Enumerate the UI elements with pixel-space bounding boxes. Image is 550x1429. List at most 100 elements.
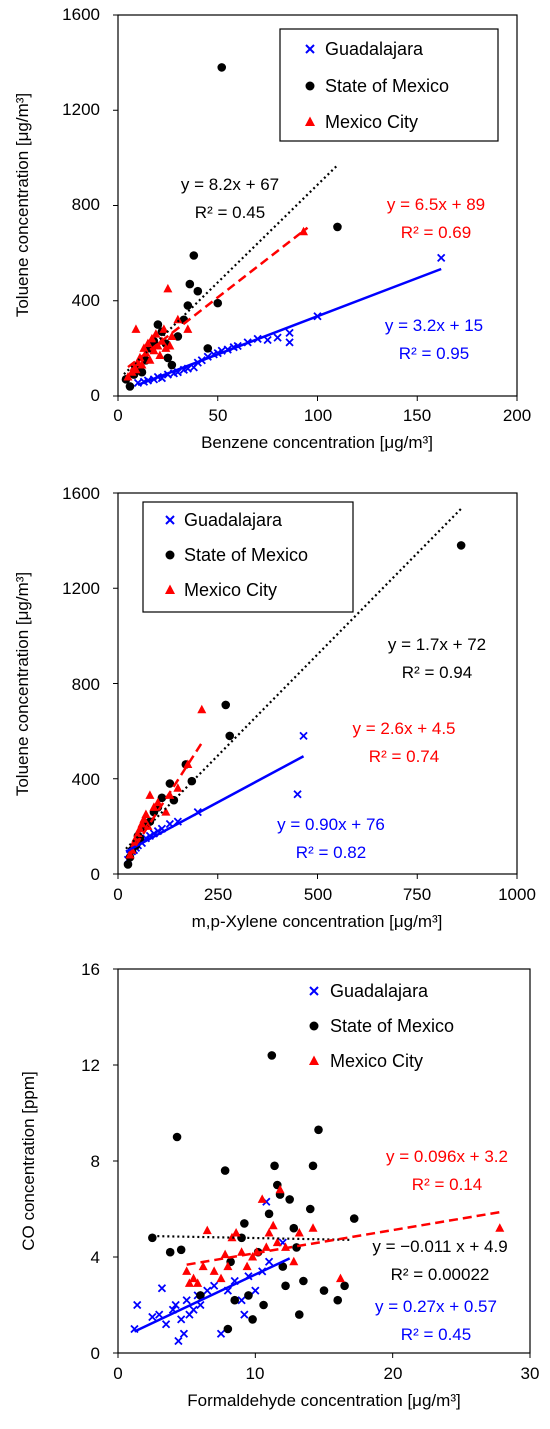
x-tick-label: 150	[403, 406, 431, 425]
data-point-state-of-mexico	[183, 301, 193, 310]
x-tick-label: 10	[246, 1364, 265, 1383]
data-point-state-of-mexico	[148, 1233, 157, 1243]
r-squared-label: R² = 0.74	[369, 747, 439, 766]
legend-label: Mexico City	[184, 580, 277, 600]
chart-panel-formaldehyde: 0 4 8 12 16 0 10 20 30 Formaldehyde conc…	[19, 960, 539, 1410]
trendline-state-of-mexico	[152, 1234, 352, 1241]
data-point-state-of-mexico	[244, 1291, 253, 1300]
triangle-icon	[309, 1055, 319, 1065]
data-point-mexico-city	[173, 783, 183, 792]
y-tick-label: 1600	[62, 484, 100, 503]
data-point-mexico-city	[248, 1252, 258, 1261]
data-point-state-of-mexico	[289, 1223, 299, 1233]
data-point-mexico-city	[220, 1249, 230, 1259]
data-point-mexico-city	[151, 329, 161, 338]
data-point-mexico-city	[223, 1261, 233, 1271]
data-point-state-of-mexico	[278, 1262, 288, 1271]
data-point-mexico-city	[184, 1278, 194, 1287]
equation-label: y = 0.90x + 76	[277, 815, 385, 834]
x-tick-label: 500	[304, 885, 332, 904]
data-point-state-of-mexico	[153, 320, 163, 329]
data-point-mexico-city	[131, 364, 141, 374]
data-point-state-of-mexico	[203, 344, 213, 353]
legend: Guadalajara State of Mexico Mexico City	[298, 971, 512, 1079]
data-point-state-of-mexico	[264, 1209, 274, 1219]
x-tick-label: 1000	[498, 885, 536, 904]
data-point-state-of-mexico	[349, 1214, 359, 1223]
data-point-mexico-city	[299, 226, 309, 236]
triangle-icon	[305, 116, 315, 126]
triangle-icon	[165, 584, 175, 594]
data-point-state-of-mexico	[167, 360, 177, 370]
data-point-state-of-mexico	[285, 1195, 294, 1204]
y-axis-label: Toluene concentration [μg/m³]	[13, 572, 32, 796]
data-point-mexico-city	[198, 1261, 208, 1271]
data-point-guadalajara	[189, 1305, 198, 1314]
data-point-mexico-city	[155, 350, 165, 360]
data-point-mexico-city	[182, 1266, 192, 1275]
x-axis-label: Formaldehyde concentration [μg/m³]	[187, 1391, 460, 1410]
data-point-mexico-city	[242, 1261, 252, 1271]
data-point-mexico-city	[257, 1194, 267, 1203]
data-point-guadalajara	[171, 1300, 180, 1310]
y-tick-label: 1200	[62, 100, 100, 119]
data-point-state-of-mexico	[221, 700, 231, 710]
legend-label: Guadalajara	[330, 981, 429, 1001]
data-point-guadalajara	[182, 1296, 191, 1305]
data-point-state-of-mexico	[281, 1281, 290, 1291]
legend-label: State of Mexico	[184, 545, 308, 565]
y-tick-label: 4	[91, 1248, 100, 1267]
y-tick-label: 0	[91, 865, 100, 884]
trendline-state-of-mexico	[123, 164, 339, 375]
data-point-mexico-city	[294, 1228, 304, 1237]
data-point-state-of-mexico	[456, 541, 466, 550]
x-tick-labels: 0 10 20 30	[113, 1364, 539, 1383]
legend-label: Guadalajara	[184, 510, 283, 530]
data-point-guadalajara	[264, 1257, 274, 1266]
r-squared-label: R² = 0.14	[412, 1175, 482, 1194]
data-point-state-of-mexico	[165, 779, 175, 788]
y-tick-label: 16	[81, 960, 100, 979]
x-tick-label: 200	[503, 406, 531, 425]
x-tick-label: 0	[113, 1364, 122, 1383]
data-point-guadalajara	[263, 335, 272, 345]
data-point-mexico-city	[308, 1223, 318, 1232]
equation-label: y = 0.096x + 3.2	[386, 1147, 508, 1166]
data-point-mexico-city	[165, 340, 175, 350]
data-point-state-of-mexico	[123, 860, 133, 869]
data-point-guadalajara	[209, 1281, 219, 1290]
data-point-state-of-mexico	[196, 1291, 205, 1300]
data-point-mexico-city	[216, 1273, 226, 1283]
x-axis-label: m,p-Xylene concentration [μg/m³]	[192, 912, 443, 931]
data-point-guadalajara	[155, 1310, 164, 1319]
data-point-state-of-mexico	[299, 1276, 308, 1286]
data-point-state-of-mexico	[259, 1300, 268, 1310]
data-point-state-of-mexico	[125, 382, 135, 391]
x-cross-icon	[165, 515, 175, 525]
data-point-mexico-city	[264, 1228, 274, 1237]
x-tick-label: 50	[209, 406, 228, 425]
data-point-mexico-city	[141, 809, 151, 818]
data-point-mexico-city	[149, 345, 159, 355]
legend-box	[142, 501, 354, 613]
data-point-state-of-mexico	[217, 63, 227, 72]
data-point-state-of-mexico	[223, 1324, 233, 1334]
data-point-guadalajara	[240, 1310, 249, 1319]
chart-panel-xylene: 0 400 800 1200 1600 0 250 500 750 1000 m…	[13, 484, 536, 931]
data-point-state-of-mexico	[176, 1245, 186, 1255]
r-squared-label: R² = 0.45	[401, 1325, 471, 1344]
data-point-guadalajara	[203, 1286, 212, 1295]
data-point-mexico-city	[133, 828, 143, 838]
data-point-mexico-city	[275, 1184, 285, 1194]
x-cross-icon	[309, 986, 319, 996]
legend-label: State of Mexico	[325, 76, 449, 96]
data-point-mexico-city	[189, 1273, 199, 1283]
data-point-state-of-mexico	[319, 1286, 329, 1295]
data-point-guadalajara	[216, 1329, 226, 1338]
y-tick-label: 1600	[62, 5, 100, 24]
data-point-state-of-mexico	[270, 1161, 279, 1171]
data-point-mexico-city	[202, 1225, 212, 1235]
equation-label: y = 1.7x + 72	[388, 635, 486, 654]
data-point-mexico-city	[153, 797, 163, 807]
data-point-state-of-mexico	[292, 1243, 301, 1252]
